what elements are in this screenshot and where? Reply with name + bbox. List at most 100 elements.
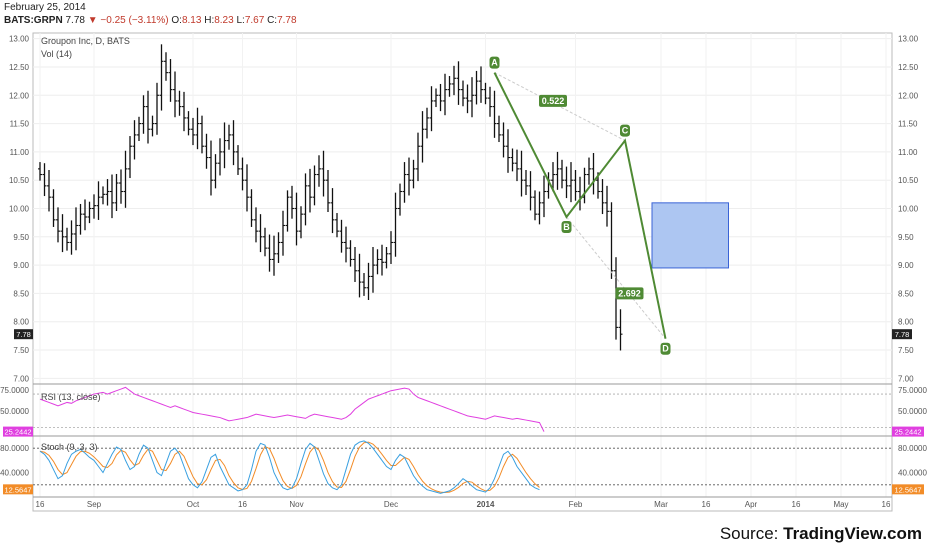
time-tick-label: Feb (569, 500, 583, 509)
price-tick-label-right: 9.00 (898, 261, 914, 270)
price-tick-label-left: 8.00 (13, 318, 29, 327)
rsi-line (39, 386, 545, 432)
bd-guide-line (566, 216, 666, 340)
ratio-label: 0.522 (542, 96, 565, 106)
rsi-tick-label-right: 50.0000 (898, 407, 927, 416)
rsi-badge-right (892, 426, 924, 437)
ratio-badge (615, 287, 644, 300)
open-value: 8.13 (181, 15, 202, 26)
rsi-pane: 75.0000 75.0000 50.0000 50.0000 25.2442 25.24… (0, 386, 927, 437)
last-price-badge-left-text: 7.78 (16, 330, 31, 339)
price-tick-label-left: 8.50 (13, 289, 29, 298)
pattern-point-badge (489, 56, 500, 69)
target-zone-box (651, 202, 729, 269)
price-tick-label-left: 9.00 (13, 261, 29, 270)
last-price-badge-right (892, 329, 912, 340)
ratio-badge (539, 94, 567, 107)
stoch-tick-label-right: 40.0000 (898, 469, 927, 478)
price-tick-label-right: 8.00 (898, 318, 914, 327)
price-tick-label-right: 9.50 (898, 233, 914, 242)
chart-date: February 25, 2014 (4, 2, 86, 13)
pattern-point-label: C (622, 126, 629, 136)
price-tick-label-right: 13.00 (898, 35, 919, 44)
harmonic-pattern[interactable]: A B C D 0.522 2.692 (489, 56, 671, 355)
pattern-point-badge (620, 124, 630, 137)
price-tick-label-right: 10.50 (898, 176, 919, 185)
price-tick-label-left: 12.50 (9, 63, 30, 72)
time-axis: 16 Sep Oct 16 Nov Dec 2014 Feb Mar 16 Apr 16 May 16 (36, 500, 891, 509)
last-price: 7.78 (65, 15, 85, 26)
stoch-tick-label-right: 80.0000 (898, 444, 927, 453)
price-tick-label-left: 9.50 (13, 233, 29, 242)
chart-title: Groupon Inc, D, BATS (41, 36, 130, 46)
pattern-point-badge (561, 220, 572, 233)
pattern-point-label: A (491, 58, 498, 68)
time-tick-label: Mar (654, 500, 668, 509)
price-tick-label-right: 7.50 (898, 346, 914, 355)
open-label: O: (171, 15, 182, 26)
time-tick-label: May (833, 500, 848, 509)
price-tick-label-left: 10.00 (9, 205, 30, 214)
source-brand: TradingView.com (783, 524, 922, 543)
low-label: L: (236, 15, 245, 26)
time-tick-label: 16 (792, 500, 801, 509)
rsi-label: RSI (13, close) (41, 392, 101, 402)
stoch-pane: 80.0000 80.0000 40.0000 40.0000 12.5647 12.56… (0, 440, 927, 495)
rsi-badge-left (3, 426, 33, 437)
pattern-leg-line (493, 72, 667, 339)
stoch-badge-right (892, 484, 924, 495)
price-tick-label-right: 7.00 (898, 374, 914, 383)
price-tick-label-right: 11.50 (898, 120, 918, 129)
price-tick-label-left: 7.50 (13, 346, 29, 355)
close-value: 7.78 (277, 15, 297, 26)
price-axis: 13.00 13.00 12.50 12.50 12.00 12.00 11.50 11.50… (9, 35, 919, 384)
stoch-k-line (39, 440, 540, 494)
stoch-badge-left-text: 12.5647 (4, 485, 31, 494)
rsi-tick-label-left: 75.0000 (0, 386, 29, 395)
time-tick-label: Apr (745, 500, 758, 509)
price-tick-label-right: 12.50 (898, 63, 919, 72)
price-tick-label-left: 13.00 (9, 35, 30, 44)
price-tick-label-right: 12.00 (898, 91, 919, 100)
pattern-point-label: D (662, 344, 669, 354)
stoch-badge-right-text: 12.5647 (894, 485, 921, 494)
chart-frame (32, 32, 893, 512)
ratio-label: 2.692 (618, 288, 641, 298)
rsi-badge-left-text: 25.2442 (4, 428, 31, 437)
price-tick-label-left: 11.50 (10, 120, 30, 129)
target-zone[interactable] (651, 202, 729, 269)
last-price-badge-right-text: 7.78 (895, 330, 910, 339)
price-change: −0.25 (−3.11%) (100, 15, 169, 26)
time-tick-label: 2014 (477, 500, 495, 509)
volume-label: Vol (14) (41, 49, 72, 59)
close-label: C: (267, 15, 278, 26)
rsi-tick-label-left: 50.0000 (0, 407, 29, 416)
price-tick-label-left: 11.00 (10, 148, 30, 157)
down-arrow-icon: ▼ (87, 15, 98, 26)
ac-guide-line (494, 72, 626, 142)
price-tick-label-right: 10.00 (898, 205, 919, 214)
price-tick-label-right: 11.00 (898, 148, 918, 157)
low-value: 7.67 (244, 15, 265, 26)
rsi-tick-label-right: 75.0000 (898, 386, 927, 395)
price-tick-label-right: 8.50 (898, 289, 914, 298)
time-tick-label: Sep (87, 500, 102, 509)
source-prefix: Source: (719, 524, 784, 543)
chart-canvas[interactable]: A B C D 0.522 2.692 75.0000 75.0000 50.0000 50.0… (0, 0, 932, 515)
pane-dividers (33, 383, 892, 498)
stoch-label: Stoch (9, 3, 3) (41, 442, 98, 452)
time-tick-label: Dec (384, 500, 398, 509)
high-value: 8.23 (214, 15, 234, 26)
price-bars (38, 44, 623, 351)
stoch-tick-label-left: 80.0000 (0, 444, 29, 453)
rsi-badge-right-text: 25.2442 (894, 428, 921, 437)
price-tick-label-left: 10.50 (9, 176, 30, 185)
time-tick-label: 16 (36, 500, 45, 509)
stoch-badge-left (3, 484, 33, 495)
time-tick-label: 16 (702, 500, 711, 509)
source-credit: Source: TradingView.com (720, 524, 922, 544)
last-price-badge-left (14, 329, 33, 340)
pattern-point-label: B (563, 222, 570, 232)
time-tick-label: 16 (882, 500, 891, 509)
stoch-d-line (39, 441, 540, 494)
